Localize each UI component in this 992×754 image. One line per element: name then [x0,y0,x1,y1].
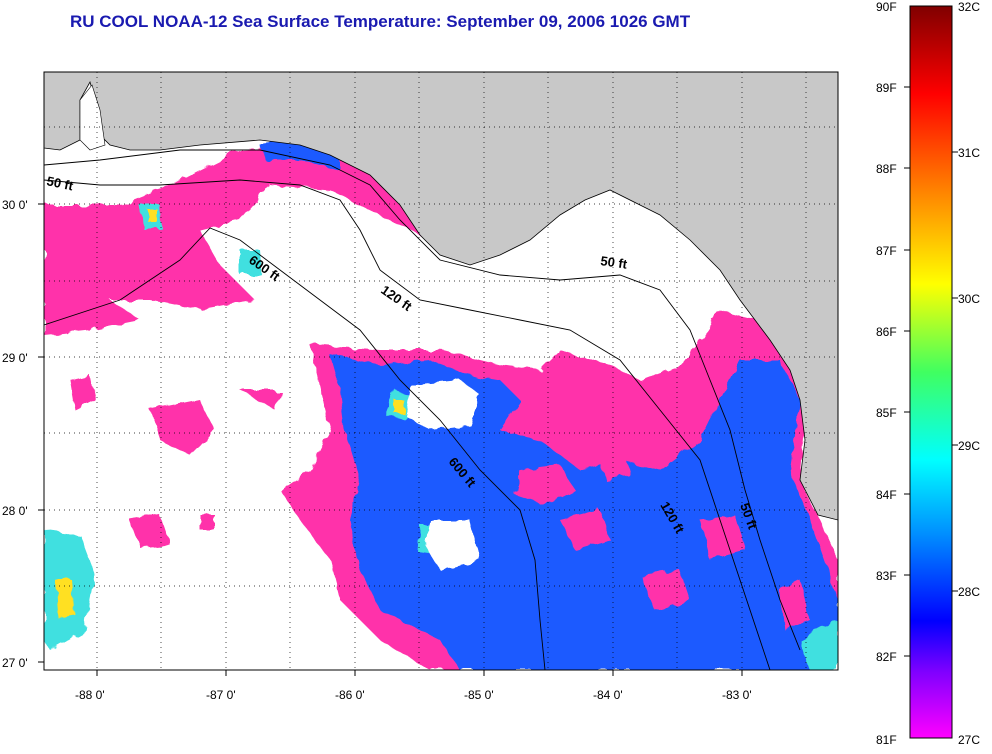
y-tick-label: 30 0' [2,198,28,212]
isobath-label: 50 ft [45,173,75,193]
colorbar-f-label: 86F [876,325,897,339]
colorbar-c-label: 28C [958,585,981,599]
y-tick-label: 27 0' [2,656,28,670]
colorbar-f-label: 85F [876,406,897,420]
colorbar-c-label: 31C [958,146,981,160]
colorbar-f-label: 83F [876,569,897,583]
isobath-lines [44,149,801,670]
colorbar-f-label: 89F [876,81,897,95]
colorbar-f-label: 87F [876,244,897,258]
colorbar-f-label: 82F [876,650,897,664]
colorbar-f-label: 88F [876,162,897,176]
colorbar-c-label: 30C [958,292,981,306]
map-frame [43,71,839,671]
x-tick-label: -85 0' [464,688,494,702]
colorbar-f-label: 90F [876,0,897,14]
map-title: RU COOL NOAA-12 Sea Surface Temperature:… [70,12,691,31]
x-tick-label: -88 0' [75,688,105,702]
x-tick-label: -83 0' [722,688,752,702]
y-tick-label: 29 0' [2,351,28,365]
colorbar-c-label: 27C [958,733,981,747]
x-tick-label: -86 0' [335,688,365,702]
colorbar-c-label: 32C [958,0,981,14]
colorbar [909,5,953,739]
x-tick-label: -87 0' [206,688,236,702]
colorbar-c-label: 29C [958,439,981,453]
colorbar-f-label: 81F [876,733,897,747]
y-tick-label: 28 0' [2,504,28,518]
isobath-label: 50 ft [600,253,629,272]
x-tick-label: -84 0' [593,688,623,702]
colorbar-f-label: 84F [876,488,897,502]
